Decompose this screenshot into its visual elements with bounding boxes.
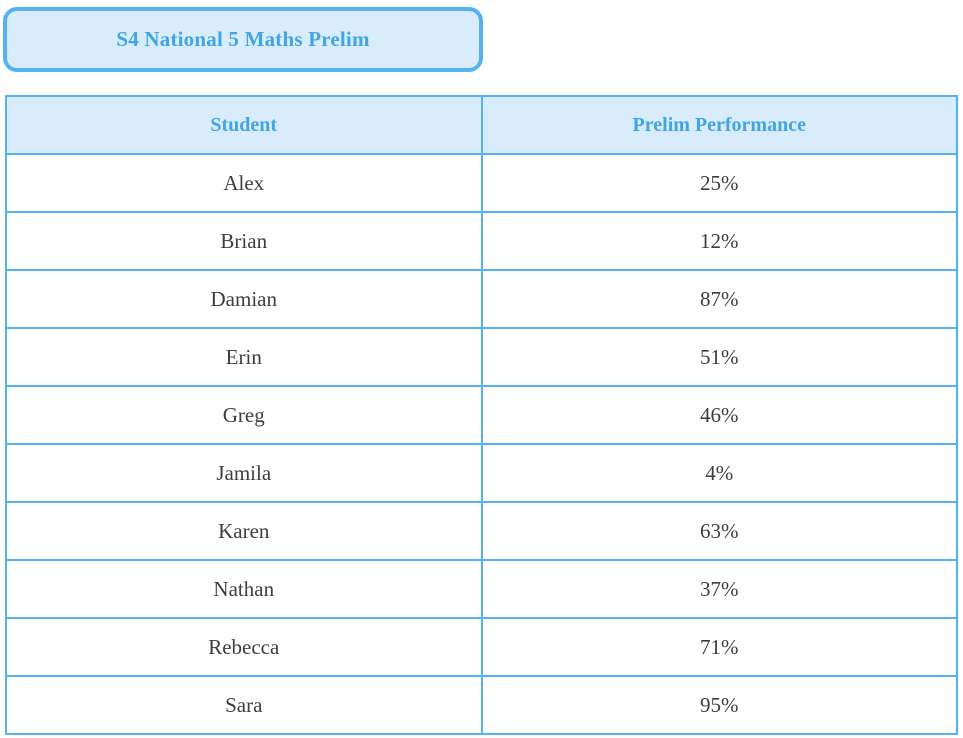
student-name-cell: Greg bbox=[5, 385, 483, 445]
student-name-cell: Brian bbox=[5, 211, 483, 271]
prelim-performance-cell: 51% bbox=[480, 327, 958, 387]
title-box: S4 National 5 Maths Prelim bbox=[3, 7, 483, 72]
table-row: Jamila 4% bbox=[5, 443, 958, 503]
page-title: S4 National 5 Maths Prelim bbox=[116, 27, 370, 51]
table-row: Alex 25% bbox=[5, 153, 958, 213]
table-row: Karen 63% bbox=[5, 501, 958, 561]
header-row: Student Prelim Performance bbox=[5, 95, 958, 155]
prelim-performance-cell: 63% bbox=[480, 501, 958, 561]
table-header: Student Prelim Performance bbox=[5, 95, 958, 155]
prelim-performance-cell: 71% bbox=[480, 617, 958, 677]
prelim-results-table: Student Prelim Performance Alex 25% Brian 1… bbox=[5, 95, 958, 735]
student-name-cell: Sara bbox=[5, 675, 483, 735]
prelim-performance-cell: 12% bbox=[480, 211, 958, 271]
table-row: Greg 46% bbox=[5, 385, 958, 445]
table-body: Alex 25% Brian 12% Damian 87% Erin 51% Greg 46% Ja… bbox=[5, 153, 958, 735]
table-row: Rebecca 71% bbox=[5, 617, 958, 677]
column-header-student: Student bbox=[5, 95, 483, 155]
student-name-cell: Erin bbox=[5, 327, 483, 387]
student-name-cell: Jamila bbox=[5, 443, 483, 503]
student-name-cell: Damian bbox=[5, 269, 483, 329]
student-name-cell: Rebecca bbox=[5, 617, 483, 677]
student-name-cell: Alex bbox=[5, 153, 483, 213]
student-name-cell: Nathan bbox=[5, 559, 483, 619]
table-row: Nathan 37% bbox=[5, 559, 958, 619]
table-row: Brian 12% bbox=[5, 211, 958, 271]
prelim-performance-cell: 37% bbox=[480, 559, 958, 619]
prelim-performance-cell: 87% bbox=[480, 269, 958, 329]
table-row: Damian 87% bbox=[5, 269, 958, 329]
prelim-performance-cell: 46% bbox=[480, 385, 958, 445]
column-header-prelim-performance: Prelim Performance bbox=[480, 95, 958, 155]
prelim-performance-cell: 95% bbox=[480, 675, 958, 735]
student-name-cell: Karen bbox=[5, 501, 483, 561]
prelim-performance-cell: 4% bbox=[480, 443, 958, 503]
table-row: Sara 95% bbox=[5, 675, 958, 735]
prelim-performance-cell: 25% bbox=[480, 153, 958, 213]
table-row: Erin 51% bbox=[5, 327, 958, 387]
